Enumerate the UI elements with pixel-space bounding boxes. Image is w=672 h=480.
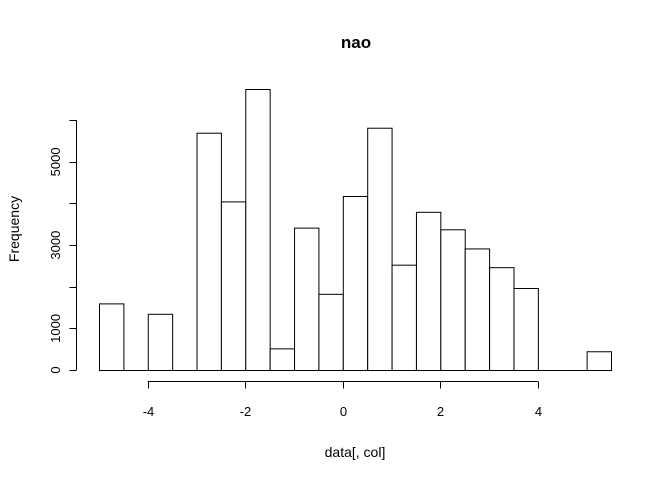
chart-title: nao	[341, 33, 371, 52]
histogram-bar	[220, 201, 247, 371]
histogram-bar	[391, 264, 417, 371]
histogram-bar	[196, 132, 222, 371]
histogram-bar	[513, 287, 539, 371]
histogram-bar	[342, 195, 369, 371]
x-axis-label: data[, col]	[325, 444, 386, 460]
x-axis: -4 -2 0 2 4	[143, 381, 542, 419]
y-tick-label: 0	[48, 366, 63, 373]
histogram-bar	[489, 267, 515, 371]
histogram-bar	[415, 211, 442, 371]
x-tick-label: 4	[535, 404, 542, 419]
histogram-bar	[464, 248, 491, 371]
histogram-bar	[147, 313, 174, 371]
histogram-bar	[586, 351, 612, 371]
histogram-bar	[294, 227, 320, 371]
y-tick-label: 5000	[48, 147, 63, 176]
x-tick-label: 0	[340, 404, 347, 419]
histogram-bar	[318, 293, 344, 371]
histogram-bar	[245, 89, 271, 371]
histogram-bar	[440, 229, 466, 371]
x-tick-label: -2	[240, 404, 252, 419]
y-axis: 0 1000 3000 5000	[48, 120, 77, 374]
histogram-bar	[269, 348, 296, 372]
y-axis-label: Frequency	[6, 196, 22, 262]
x-tick-label: -4	[143, 404, 155, 419]
histogram-bar	[99, 303, 125, 371]
y-tick-label: 1000	[48, 314, 63, 343]
bars-group	[99, 89, 612, 372]
histogram-bar	[367, 127, 393, 371]
x-tick-label: 2	[437, 404, 444, 419]
y-tick-label: 3000	[48, 231, 63, 260]
